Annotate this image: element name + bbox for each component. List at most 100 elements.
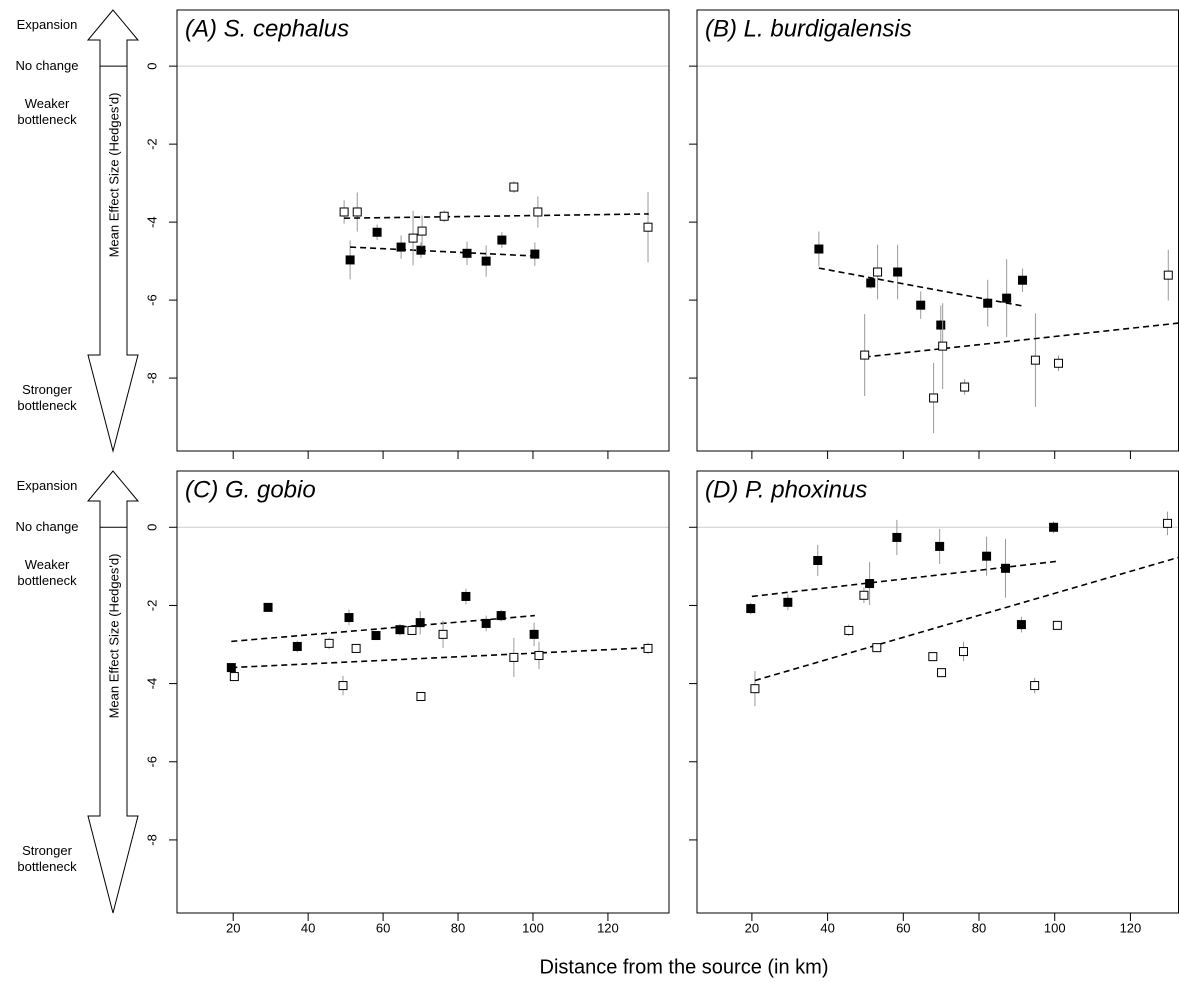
point (893, 267, 903, 277)
point (643, 222, 653, 232)
point (750, 684, 760, 694)
point (873, 267, 883, 277)
x-tick-label: 40 (820, 920, 834, 935)
point (937, 668, 947, 678)
point (529, 629, 539, 639)
point (481, 618, 491, 628)
point (509, 182, 519, 192)
point (746, 604, 756, 614)
trend-line (350, 246, 535, 257)
point (860, 350, 870, 360)
point (351, 643, 361, 653)
side-arrow (86, 470, 140, 914)
panel-title: (D) P. phoxinus (705, 476, 867, 503)
trend-line (864, 322, 1179, 358)
point (408, 233, 418, 243)
x-tick-label: 100 (522, 920, 544, 935)
panel-title: (B) L. burdigalensis (705, 15, 912, 42)
point (958, 647, 968, 657)
panel-frame (176, 9, 670, 452)
side-label: Weaker bottleneck (17, 96, 77, 127)
panel-frame (176, 470, 670, 914)
point (344, 613, 354, 623)
y-tick-label: 0 (144, 63, 159, 70)
point (339, 207, 349, 217)
side-label: Stronger bottleneck (17, 382, 77, 413)
point (892, 532, 902, 542)
point (1001, 563, 1011, 573)
point (1049, 522, 1059, 532)
point (783, 597, 793, 607)
point (859, 590, 869, 600)
trend-line (344, 213, 649, 220)
point (438, 629, 448, 639)
point (481, 256, 491, 266)
point (533, 207, 543, 217)
y-tick-label: -6 (144, 294, 159, 306)
point (1052, 620, 1062, 630)
point (1054, 358, 1064, 368)
point (865, 579, 875, 589)
point (324, 638, 334, 648)
x-axis-label: Distance from the source (in km) (540, 956, 829, 978)
x-tick-label: 80 (972, 920, 986, 935)
trend-line (751, 560, 1058, 598)
x-tick-label: 80 (451, 920, 465, 935)
trend-line (754, 556, 1179, 682)
point (813, 555, 823, 565)
y-tick-label: -2 (144, 600, 159, 612)
point (497, 235, 507, 245)
point (371, 631, 381, 641)
point (461, 591, 471, 601)
point (496, 611, 506, 621)
point (416, 245, 426, 255)
x-tick-label: 100 (1044, 920, 1066, 935)
side-label: Expansion (16, 17, 78, 32)
y-tick-label: 0 (144, 524, 159, 531)
y-tick-label: -6 (144, 756, 159, 768)
x-tick-label: 120 (1120, 920, 1142, 935)
point (643, 643, 653, 653)
point (1030, 355, 1040, 365)
point (338, 681, 348, 691)
point (916, 300, 926, 310)
point (1016, 620, 1026, 630)
point (1002, 293, 1012, 303)
x-tick-label: 60 (896, 920, 910, 935)
point (928, 652, 938, 662)
point (263, 602, 273, 612)
y-tick-label: -4 (144, 216, 159, 228)
point (345, 255, 355, 265)
point (534, 650, 544, 660)
point (417, 226, 427, 236)
point (292, 641, 302, 651)
point (929, 393, 939, 403)
point (509, 652, 519, 662)
x-tick-label: 60 (376, 920, 390, 935)
side-arrow (86, 9, 140, 453)
panel-frame (696, 470, 1179, 914)
point (229, 672, 239, 682)
y-tick-label: -4 (144, 678, 159, 690)
point (814, 244, 824, 254)
point (844, 625, 854, 635)
y-tick-label: -8 (144, 834, 159, 846)
x-tick-label: 120 (597, 920, 619, 935)
point (1163, 270, 1173, 280)
panel-title: (A) S. cephalus (185, 15, 349, 42)
side-label: No change (15, 519, 79, 535)
y-tick-label: -8 (144, 372, 159, 384)
point (1030, 681, 1040, 691)
point (960, 382, 970, 392)
side-label: No change (15, 58, 79, 74)
point (530, 249, 540, 259)
point (407, 625, 417, 635)
side-label: Weaker bottleneck (17, 557, 77, 588)
point (1018, 275, 1028, 285)
side-label: Stronger bottleneck (17, 843, 77, 874)
y-tick-label: -2 (144, 138, 159, 150)
point (416, 691, 426, 701)
side-label: Expansion (16, 478, 78, 493)
